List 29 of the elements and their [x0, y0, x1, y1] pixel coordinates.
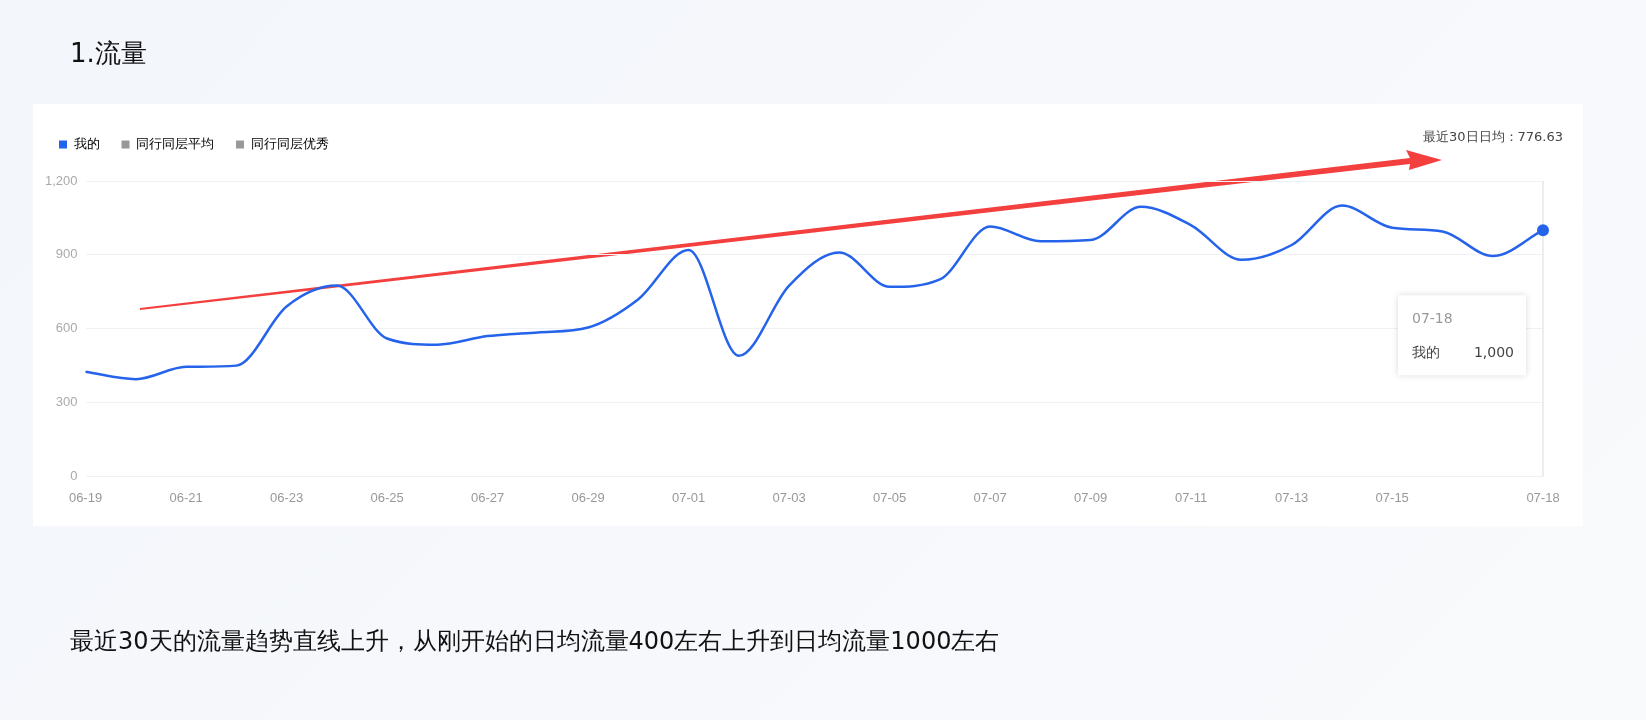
x-tick-label: 07-18	[1526, 489, 1560, 505]
x-tick-label: 06-21	[169, 489, 203, 505]
legend-label: 同行同层优秀	[250, 135, 329, 151]
x-tick-label: 07-03	[772, 489, 806, 505]
y-tick-label: 0	[70, 467, 78, 483]
legend-label: 同行同层平均	[136, 135, 214, 151]
y-tick-label: 600	[55, 320, 78, 336]
x-tick-label: 07-05	[873, 489, 907, 505]
x-tick-label: 06-19	[68, 489, 103, 505]
annotation: 1,000	[1473, 343, 1514, 360]
x-tick-label: 07-13	[1275, 489, 1309, 505]
text: 最近30日日均：776.63	[1422, 128, 1563, 146]
legend-label: 我的	[73, 135, 100, 151]
chart-title: 1.流量	[70, 37, 147, 70]
y-tick-label: 900	[55, 246, 78, 262]
y-tick-label: 300	[55, 394, 78, 410]
x-tick-label: 06-23	[269, 489, 304, 505]
annotation: 我的	[1412, 343, 1440, 360]
y-tick-label: 1,200	[44, 172, 78, 188]
x-tick-label: 07-07	[973, 489, 1007, 505]
x-tick-label: 06-27	[470, 489, 505, 505]
annotation: 07-18	[1412, 309, 1453, 326]
x-tick-label: 07-15	[1375, 489, 1409, 505]
x-tick-label: 07-01	[672, 489, 706, 505]
x-tick-label: 06-25	[370, 489, 404, 505]
x-tick-label: 06-29	[571, 489, 605, 505]
text: 最近30天的流量趋势直线上升，从刚开始的日均流量400左右上升到日均流量1000左右	[70, 626, 1000, 657]
x-tick-label: 07-11	[1175, 489, 1208, 505]
x-tick-label: 07-09	[1074, 489, 1108, 505]
